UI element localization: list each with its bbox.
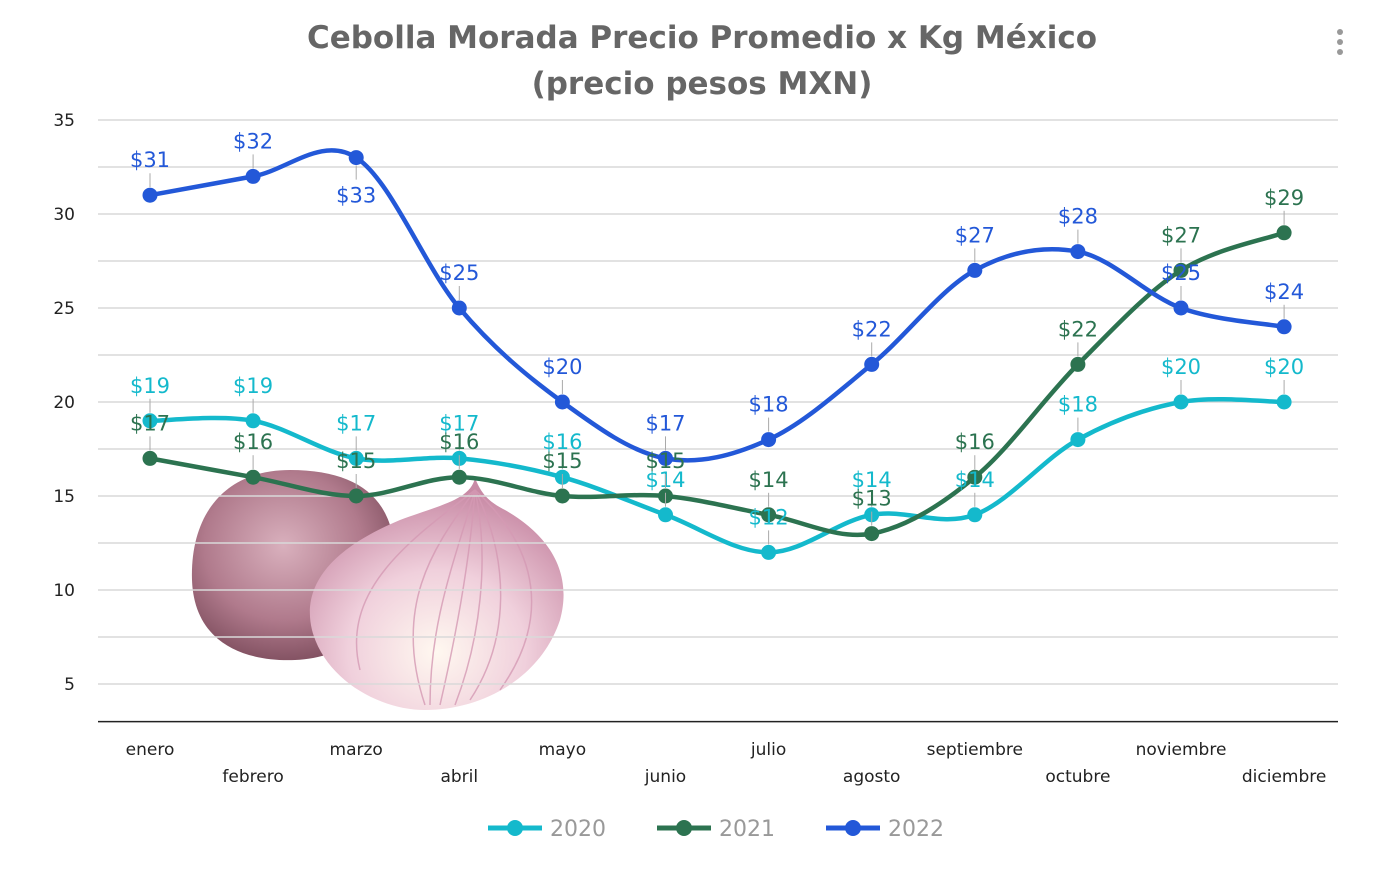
- data-label-2022: $25: [1161, 261, 1201, 285]
- chart-title: Cebolla Morada Precio Promedio x Kg Méxi…: [307, 20, 1097, 56]
- data-point-2022: [864, 356, 880, 372]
- data-label-2022: $31: [130, 148, 170, 172]
- data-point-2022: [554, 394, 570, 410]
- data-point-2020: [761, 544, 777, 560]
- legend-label-2022: 2022: [888, 817, 944, 842]
- chart-subtitle: (precio pesos MXN): [532, 66, 873, 102]
- legend-marker-2022: [845, 820, 861, 836]
- more-vertical-icon[interactable]: [1330, 26, 1350, 60]
- x-tick-label: diciembre: [1242, 767, 1326, 787]
- x-tick-label: junio: [644, 767, 686, 787]
- x-tick-label: octubre: [1045, 767, 1110, 787]
- data-point-2021: [142, 450, 158, 466]
- data-label-2020: $20: [1161, 355, 1201, 379]
- data-label-2020: $19: [233, 374, 273, 398]
- data-point-2020: [348, 450, 364, 466]
- x-tick-label: noviembre: [1136, 740, 1227, 760]
- data-point-2020: [142, 413, 158, 429]
- data-label-2021: $27: [1161, 223, 1201, 247]
- legend-label-2021: 2021: [719, 817, 775, 842]
- data-point-2021: [554, 488, 570, 504]
- data-point-2021: [967, 469, 983, 485]
- x-tick-label: agosto: [843, 767, 901, 787]
- data-label-2022: $24: [1264, 280, 1304, 304]
- x-tick-label: marzo: [330, 740, 383, 760]
- data-point-2021: [245, 469, 261, 485]
- data-label-2020: $17: [336, 411, 376, 435]
- data-point-2020: [1173, 394, 1189, 410]
- data-point-2022: [658, 450, 673, 466]
- y-tick-label: 5: [64, 675, 75, 695]
- data-point-2021: [1276, 225, 1292, 241]
- onion-image: [191, 470, 564, 710]
- data-point-2022: [967, 262, 983, 278]
- data-label-2020: $14: [955, 468, 995, 492]
- data-label-2022: $18: [749, 393, 789, 417]
- data-label-2022: $20: [542, 355, 582, 379]
- data-label-2021: $15: [542, 449, 582, 473]
- data-point-2021: [761, 507, 777, 523]
- y-tick-label: 15: [53, 487, 75, 507]
- legend-marker-2020: [507, 820, 523, 836]
- data-point-2021: [451, 469, 467, 485]
- data-point-2022: [761, 432, 777, 448]
- data-point-2022: [245, 168, 261, 184]
- data-point-2020: [658, 507, 673, 523]
- data-label-2021: $13: [852, 487, 892, 511]
- data-label-2022: $17: [645, 411, 685, 435]
- data-label-2020: $16: [542, 430, 582, 454]
- data-point-2020: [245, 413, 261, 429]
- y-tick-label: 10: [53, 581, 75, 601]
- y-tick-label: 30: [53, 205, 75, 225]
- y-tick-label: 25: [53, 299, 75, 319]
- x-tick-label: enero: [126, 740, 175, 760]
- data-label-2021: $17: [130, 411, 170, 435]
- x-tick-label: abril: [440, 767, 478, 787]
- data-label-2020: $17: [439, 411, 479, 435]
- data-label-2021: $22: [1058, 317, 1098, 341]
- series-line-2020: [149, 396, 1285, 555]
- data-point-2021: [1070, 356, 1086, 372]
- data-label-2022: $33: [336, 184, 376, 208]
- x-tick-label: mayo: [539, 740, 586, 760]
- data-label-2020: $19: [130, 374, 170, 398]
- data-point-2021: [348, 488, 364, 504]
- data-label-2021: $16: [233, 430, 273, 454]
- data-point-2022: [1173, 300, 1189, 316]
- data-point-2021: [864, 526, 880, 542]
- data-label-2022: $27: [955, 223, 995, 247]
- data-label-2021: $15: [645, 449, 685, 473]
- data-label-2021: $15: [336, 449, 376, 473]
- x-tick-label: septiembre: [927, 740, 1023, 760]
- data-label-2022: $32: [233, 129, 273, 153]
- data-label-2021: $16: [439, 430, 479, 454]
- series-line-2022: [149, 148, 1285, 463]
- data-label-2020: $14: [852, 468, 892, 492]
- data-label-2020: $20: [1264, 355, 1304, 379]
- data-point-2021: [1173, 262, 1189, 278]
- data-label-2020: $18: [1058, 393, 1098, 417]
- legend-marker-2021: [676, 820, 692, 836]
- y-tick-label: 20: [53, 393, 75, 413]
- x-tick-label: febrero: [222, 767, 283, 787]
- y-tick-label: 35: [53, 111, 75, 131]
- data-label-2020: $12: [749, 505, 789, 529]
- data-label-2021: $16: [955, 430, 995, 454]
- data-point-2022: [142, 187, 158, 203]
- data-point-2022: [451, 300, 467, 316]
- data-point-2020: [1276, 394, 1292, 410]
- data-point-2020: [967, 507, 983, 523]
- data-point-2022: [348, 150, 364, 166]
- data-point-2022: [1070, 244, 1086, 260]
- data-label-2022: $28: [1058, 205, 1098, 229]
- data-point-2020: [1070, 432, 1086, 448]
- data-label-2021: $29: [1264, 186, 1304, 210]
- data-label-2022: $25: [439, 261, 479, 285]
- data-label-2021: $14: [749, 468, 789, 492]
- legend-label-2020: 2020: [550, 817, 606, 842]
- data-label-2022: $22: [852, 317, 892, 341]
- data-point-2022: [1276, 319, 1292, 335]
- x-tick-label: julio: [750, 740, 786, 760]
